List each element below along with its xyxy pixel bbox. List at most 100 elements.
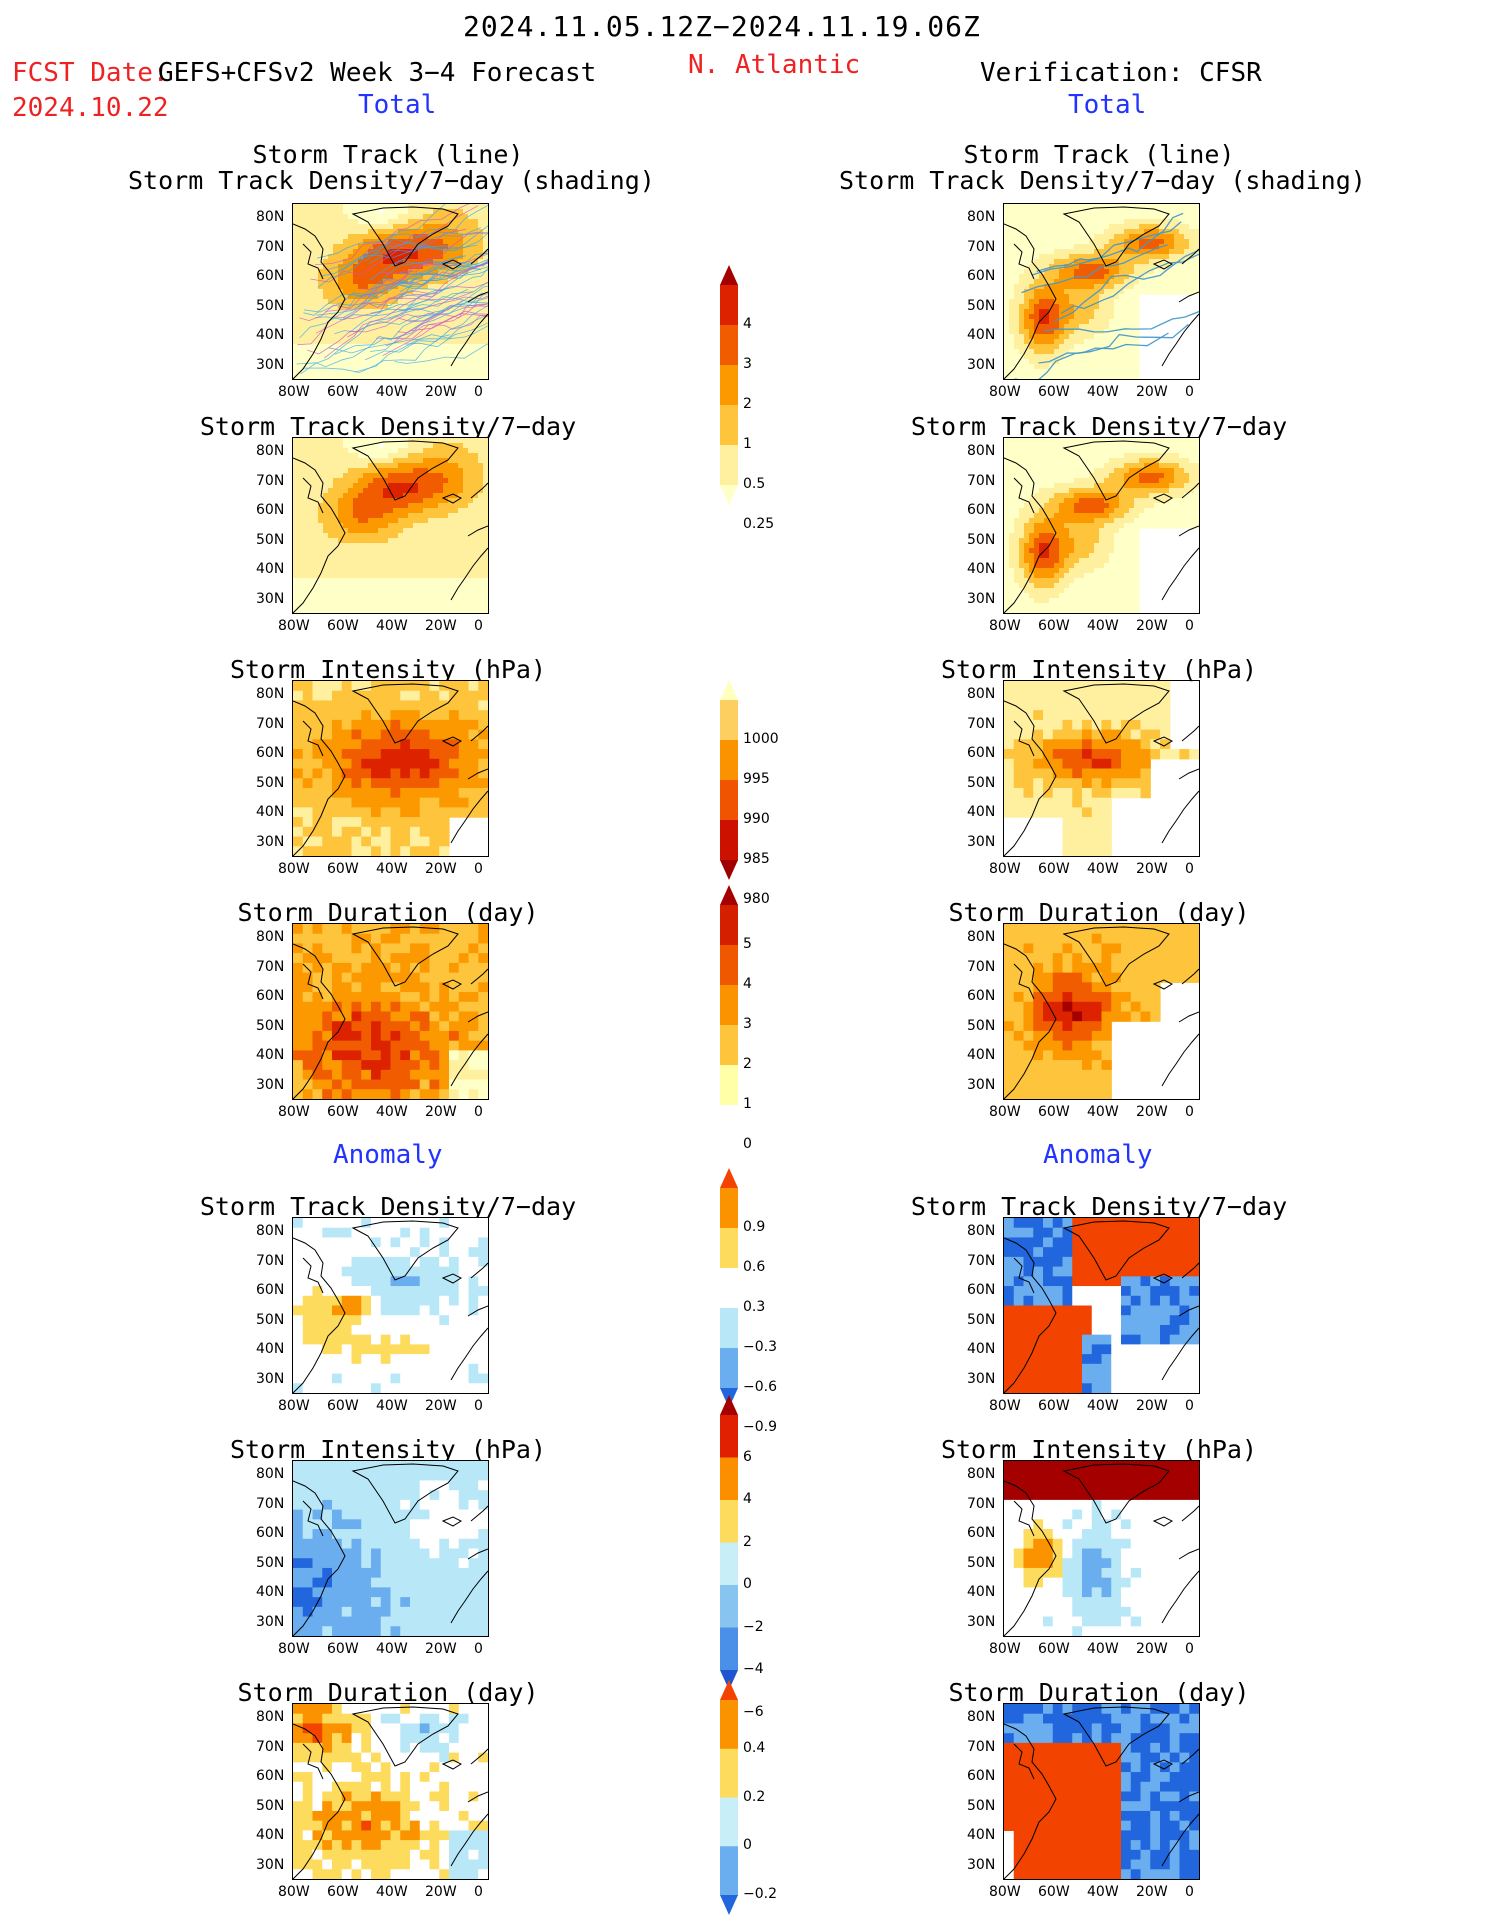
lat-label: 50N xyxy=(256,1311,285,1328)
lat-label: 50N xyxy=(967,531,996,548)
panel-title-intensity: Storm Intensity (hPa) xyxy=(229,655,547,684)
colorbar-tick-label: −2 xyxy=(743,1618,764,1635)
total-label-right: Total xyxy=(1068,90,1147,120)
lon-label: 60W xyxy=(327,618,359,634)
lon-label: 80W xyxy=(278,384,310,400)
verification-map-density-field xyxy=(1004,438,1199,613)
lat-label: 80N xyxy=(256,686,285,702)
lat-label: 30N xyxy=(256,833,285,850)
lat-label: 70N xyxy=(967,958,996,975)
colorbar-tick-label: −0.2 xyxy=(743,1886,777,1902)
lat-label: 40N xyxy=(967,561,996,577)
panel-title-duration: Storm Duration (day) xyxy=(237,1678,539,1707)
lat-label: 80N xyxy=(967,443,996,459)
lon-label: 80W xyxy=(278,1104,310,1120)
lat-label: 40N xyxy=(256,804,285,820)
colorbar-tick-label: 0.2 xyxy=(743,1788,766,1805)
lat-label: 40N xyxy=(967,1584,996,1600)
lon-label: 80W xyxy=(989,1104,1021,1120)
lon-label: 0 xyxy=(474,384,483,400)
lon-label: 60W xyxy=(1038,1641,1070,1657)
colorbar-tick-label: 4 xyxy=(743,976,752,992)
colorbar-tick-label: 980 xyxy=(743,891,770,907)
lon-label: 80W xyxy=(278,1884,310,1900)
colorbar-tick-label: 0.6 xyxy=(743,1259,766,1275)
lon-label: 20W xyxy=(1136,1641,1168,1657)
panel-title-track-density-shading: Storm Track Density/7−day (shading) xyxy=(839,166,1366,195)
panel-title-track-line: Storm Track (line) xyxy=(963,140,1235,169)
colorbar-tick-label: −4 xyxy=(743,1661,764,1677)
forecast-map-duration-field xyxy=(293,924,488,1099)
lat-label: 30N xyxy=(967,833,996,850)
lon-label: 60W xyxy=(1038,861,1070,877)
lat-label: 60N xyxy=(967,988,996,1004)
lat-label: 50N xyxy=(967,1554,996,1571)
lon-label: 20W xyxy=(425,1398,457,1414)
lon-label: 80W xyxy=(989,1884,1021,1900)
panel-title-track-line: Storm Track (line) xyxy=(252,140,524,169)
forecast-map-intensity-field xyxy=(293,681,488,856)
lat-label: 50N xyxy=(256,1554,285,1571)
verification-map-duration xyxy=(1003,923,1200,1100)
colorbar-tick-label: 6 xyxy=(743,1448,752,1465)
lat-label: 40N xyxy=(967,1047,996,1063)
panel-title-intensity: Storm Intensity (hPa) xyxy=(229,1435,547,1464)
colorbar-tick-label: 0 xyxy=(743,1837,752,1854)
lat-label: 30N xyxy=(256,1613,285,1630)
colorbar-tick-label: 2 xyxy=(743,1056,752,1072)
fcst-date: 2024.10.22 xyxy=(12,93,169,123)
lat-label: 30N xyxy=(967,1370,996,1387)
forecast-map-duration-anom-field xyxy=(293,1704,488,1879)
colorbar-tick-label: 990 xyxy=(743,811,770,827)
panel-title-duration: Storm Duration (day) xyxy=(237,898,539,927)
colorbar-tick-label: 0 xyxy=(743,1576,752,1592)
forecast-map-density-anom-field xyxy=(293,1218,488,1393)
lon-label: 80W xyxy=(989,861,1021,877)
lat-label: 40N xyxy=(967,1827,996,1843)
lon-label: 40W xyxy=(376,1398,408,1414)
lon-label: 40W xyxy=(1087,861,1119,877)
lon-label: 0 xyxy=(474,618,483,634)
verification-map-density-anom xyxy=(1003,1217,1200,1394)
panel-title-track-density: Storm Track Density/7−day xyxy=(199,412,577,441)
lon-label: 0 xyxy=(474,861,483,877)
lat-label: 70N xyxy=(967,715,996,732)
lat-label: 60N xyxy=(256,745,285,761)
verification-map-duration-anom-field xyxy=(1004,1704,1199,1879)
colorbar-tick-label: 1000 xyxy=(743,731,779,747)
lon-label: 80W xyxy=(989,618,1021,634)
lat-label: 80N xyxy=(967,686,996,702)
lat-label: 80N xyxy=(256,1709,285,1725)
lon-label: 60W xyxy=(1038,384,1070,400)
colorbar-tick-label: 0.4 xyxy=(743,1739,766,1756)
lat-label: 70N xyxy=(967,1738,996,1755)
lat-label: 30N xyxy=(967,1076,996,1093)
lon-label: 0 xyxy=(1185,1398,1194,1414)
lat-label: 40N xyxy=(967,1341,996,1357)
lat-label: 30N xyxy=(967,356,996,373)
lon-label: 20W xyxy=(1136,384,1168,400)
lat-label: 50N xyxy=(967,1017,996,1034)
lat-label: 40N xyxy=(967,327,996,343)
lat-label: 40N xyxy=(256,1341,285,1357)
lat-label: 80N xyxy=(256,1466,285,1482)
lon-label: 80W xyxy=(278,1398,310,1414)
verification-map-intensity xyxy=(1003,680,1200,857)
colorbar-tick-label: −0.3 xyxy=(743,1339,777,1355)
verification-map-density-anom-field xyxy=(1004,1218,1199,1393)
lat-label: 60N xyxy=(256,1525,285,1541)
colorbar-tick-label: 995 xyxy=(743,771,770,787)
lat-label: 50N xyxy=(256,531,285,548)
panel-title-track-density: Storm Track Density/7−day xyxy=(910,1192,1288,1221)
lon-label: 60W xyxy=(1038,1884,1070,1900)
colorbar-tick-label: 4 xyxy=(743,1491,752,1507)
forecast-map-duration-anom xyxy=(292,1703,489,1880)
lat-label: 50N xyxy=(256,297,285,314)
forecast-map-duration xyxy=(292,923,489,1100)
forecast-map-density-field xyxy=(293,438,488,613)
lat-label: 80N xyxy=(967,209,996,225)
lat-label: 70N xyxy=(967,238,996,255)
panel-title-intensity: Storm Intensity (hPa) xyxy=(940,1435,1258,1464)
lat-label: 60N xyxy=(967,502,996,518)
